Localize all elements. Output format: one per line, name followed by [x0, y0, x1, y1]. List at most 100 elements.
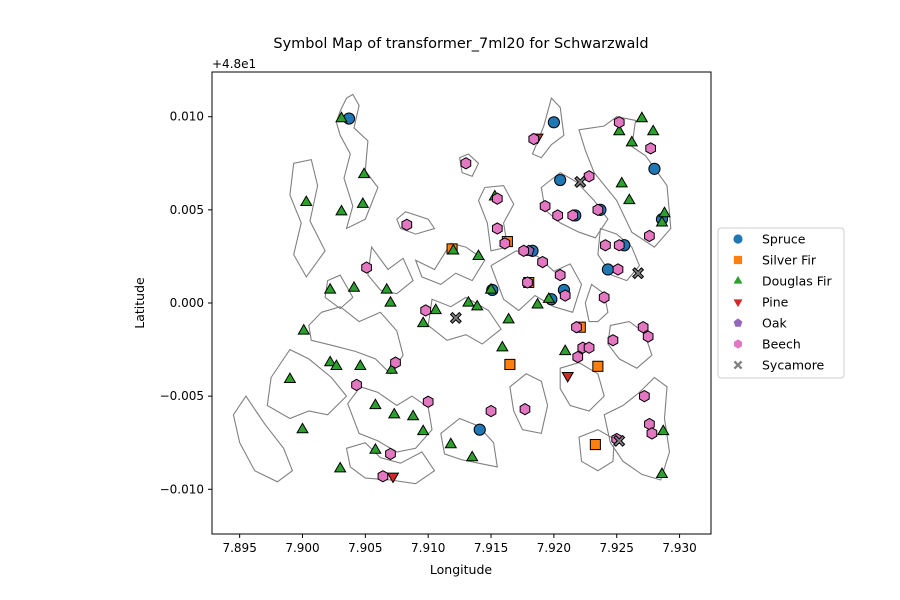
sycamore-point — [574, 175, 587, 188]
data-markers — [283, 111, 671, 484]
pine-point — [561, 372, 575, 383]
douglas-fir-point — [502, 312, 515, 324]
beech-point — [420, 304, 432, 317]
parcel-outline-25 — [367, 245, 414, 295]
beech-point — [518, 244, 530, 258]
spruce-point — [601, 263, 615, 276]
y-axis: 0.010 0.005 0.000 −0.005 −0.010 — [160, 110, 212, 496]
beech-point — [539, 199, 551, 213]
series-sycamore — [449, 175, 645, 447]
douglas-fir-point — [369, 398, 382, 410]
spruce-point — [648, 162, 661, 175]
x-tick-label: 7.925 — [600, 541, 634, 555]
parcel-outline-4 — [414, 242, 486, 286]
legend-label: Beech — [762, 337, 801, 352]
douglas-fir-point — [357, 167, 371, 179]
douglas-fir-point — [429, 303, 443, 315]
parcel-outline-12 — [308, 306, 404, 375]
parcel-outline-22 — [607, 321, 653, 369]
douglas-fir-point — [384, 295, 397, 307]
y-tick-label: 0.005 — [170, 203, 204, 217]
x-axis: 7.895 7.900 7.905 7.910 7.915 7.920 7.925 7.930 — [222, 534, 697, 555]
douglas-fir-point — [558, 344, 572, 356]
beech-point — [460, 157, 472, 170]
beech-point — [572, 350, 584, 364]
parcel-outline-15 — [347, 386, 433, 453]
legend-box — [717, 227, 845, 379]
douglas-fir-point — [380, 282, 394, 294]
parcel-outline-17 — [440, 417, 498, 468]
douglas-fir-point — [330, 359, 343, 370]
douglas-fir-point — [655, 215, 669, 227]
douglas-fir-point — [444, 437, 458, 449]
sycamore-point — [449, 311, 462, 324]
beech-point — [583, 341, 595, 354]
silver-fir-point — [589, 439, 601, 451]
douglas-fir-point — [335, 204, 348, 216]
legend-label: Douglas Fir — [762, 274, 833, 289]
sycamore-point — [632, 267, 645, 280]
legend-label: Spruce — [762, 232, 806, 247]
chart-title: Symbol Map of transformer_7ml20 for Schw… — [273, 36, 648, 52]
y-axis-label: Latitude — [132, 277, 147, 329]
douglas-fir-point — [658, 206, 671, 218]
beech-point — [491, 192, 503, 205]
beech-point — [552, 209, 563, 222]
x-tick-label: 7.915 — [474, 541, 508, 555]
parcel-outline-19 — [559, 362, 605, 412]
beech-point — [377, 470, 389, 483]
x-tick-label: 7.895 — [222, 541, 256, 555]
y-tick-label: −0.005 — [160, 389, 204, 403]
spruce-point — [473, 423, 486, 436]
beech-point — [612, 263, 624, 276]
beech-point — [642, 330, 654, 343]
legend-marker-douglas-fir — [733, 275, 743, 284]
pine-point — [386, 472, 400, 484]
legend-label: Sycamore — [762, 358, 825, 373]
douglas-fir-point — [496, 340, 509, 352]
beech-point — [422, 395, 434, 408]
series-douglas-fir — [283, 111, 671, 479]
douglas-fir-point — [354, 359, 367, 370]
beech-point — [499, 237, 511, 250]
spruce-point — [547, 116, 560, 129]
douglas-fir-point — [465, 450, 479, 462]
legend-item-douglas-fir: Douglas Fir — [733, 274, 833, 289]
beech-point — [592, 203, 604, 217]
x-tick-label: 7.920 — [537, 541, 571, 555]
douglas-fir-point — [296, 422, 309, 434]
parcel-outline-11 — [427, 296, 502, 345]
douglas-fir-point — [356, 196, 370, 208]
beech-point — [519, 403, 531, 416]
y-tick-label: 0.000 — [170, 296, 204, 310]
x-tick-label: 7.905 — [348, 541, 382, 555]
douglas-fir-point — [335, 111, 348, 123]
douglas-fir-point — [283, 372, 297, 384]
douglas-fir-point — [646, 124, 660, 136]
parcel-outline-26 — [324, 274, 354, 310]
legend-marker-beech — [734, 339, 742, 349]
parcel-outline-1 — [335, 93, 379, 230]
parcel-outline-14 — [232, 395, 294, 483]
douglas-fir-point — [531, 297, 544, 309]
douglas-fir-point — [484, 282, 498, 294]
douglas-fir-point — [625, 135, 639, 147]
legend-item-spruce: Spruce — [733, 232, 806, 247]
x-tick-label: 7.930 — [662, 541, 696, 555]
beech-point — [637, 321, 649, 334]
parcel-outline-2 — [289, 158, 326, 278]
parcel-outline-7 — [531, 97, 565, 159]
legend: Spruce Silver Fir Douglas Fir Pine Oak Beech S… — [717, 227, 845, 379]
y-tick-label: −0.010 — [160, 482, 204, 496]
beech-point — [390, 356, 401, 369]
parcel-outline-18 — [509, 373, 549, 435]
y-tick-label: 0.010 — [170, 110, 204, 124]
beech-point — [613, 116, 625, 129]
beech-point — [567, 209, 579, 222]
legend-item-beech: Beech — [734, 337, 801, 352]
parcel-outline-20 — [603, 376, 671, 481]
douglas-fir-point — [470, 299, 484, 311]
legend-item-pine: Pine — [733, 295, 789, 310]
douglas-fir-point — [385, 362, 399, 374]
